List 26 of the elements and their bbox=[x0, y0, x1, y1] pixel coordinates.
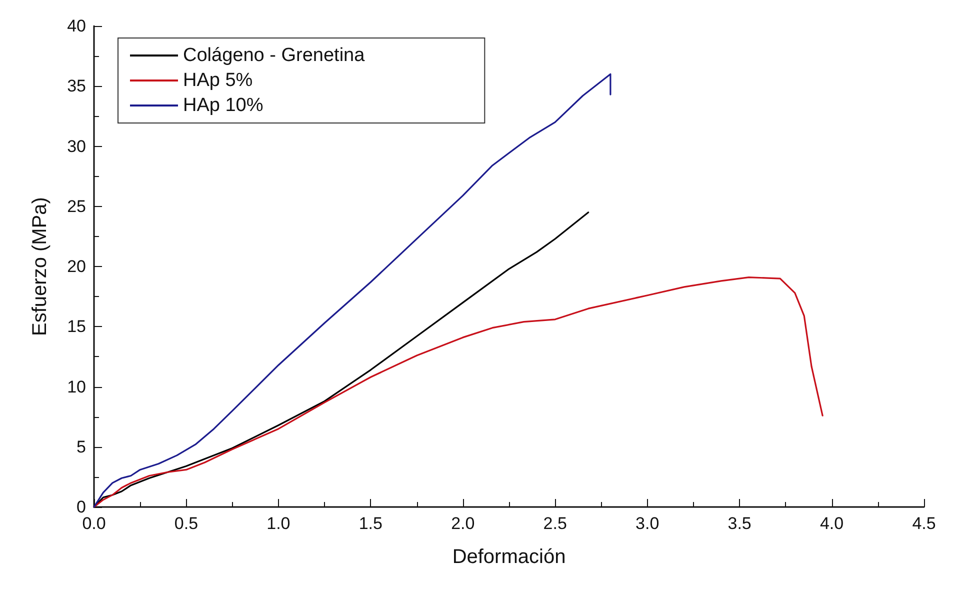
y-tick-label: 40 bbox=[67, 16, 86, 36]
y-tick-label: 25 bbox=[67, 196, 86, 216]
x-tick-label: 0.5 bbox=[174, 514, 198, 533]
x-tick-label: 4.0 bbox=[820, 514, 844, 533]
y-tick-label: 30 bbox=[67, 136, 86, 156]
y-tick-label: 15 bbox=[67, 317, 86, 336]
y-tick-label: 0 bbox=[76, 498, 86, 516]
legend-label: HAp 5% bbox=[183, 70, 253, 91]
x-tick-label: 0.0 bbox=[82, 514, 106, 533]
x-tick-label: 1.5 bbox=[358, 514, 382, 533]
x-tick-label: 3.0 bbox=[636, 514, 660, 533]
x-tick-label: 3.5 bbox=[728, 514, 752, 533]
legend-label: HAp 10% bbox=[183, 95, 264, 116]
line-series bbox=[93, 73, 612, 508]
y-tick-label: 10 bbox=[67, 377, 86, 396]
y-tick-label: 35 bbox=[67, 76, 86, 96]
x-tick-label: 2.0 bbox=[451, 514, 475, 533]
x-tick-label: 4.5 bbox=[912, 514, 936, 533]
y-tick-label: 20 bbox=[67, 257, 86, 276]
y-axis-title: Esfuerzo (MPa) bbox=[29, 197, 51, 336]
x-tick-label: 1.0 bbox=[266, 514, 290, 533]
legend-label: Colágeno - Grenetina bbox=[183, 45, 366, 66]
y-tick-label: 5 bbox=[76, 437, 86, 456]
x-tick-label: 2.5 bbox=[543, 514, 567, 533]
x-axis-title: Deformación bbox=[452, 546, 566, 568]
line-series bbox=[93, 276, 824, 508]
